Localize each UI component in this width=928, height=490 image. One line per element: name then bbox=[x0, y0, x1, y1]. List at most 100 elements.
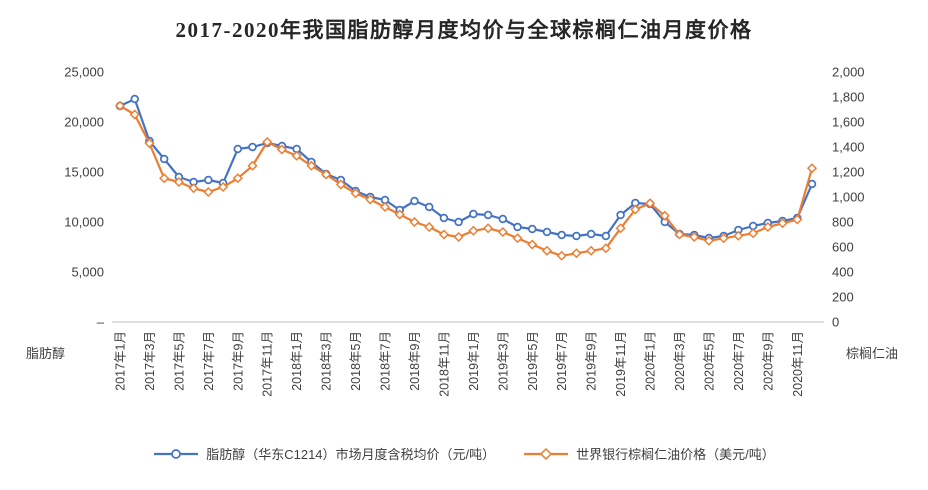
x-tick-label: 2020年11月 bbox=[791, 331, 805, 397]
y-right-tick-label: 2,000 bbox=[832, 65, 865, 80]
data-point-marker bbox=[410, 196, 419, 206]
data-point-marker bbox=[571, 248, 582, 259]
data-point-marker bbox=[512, 233, 523, 244]
line-diamond-marker-icon bbox=[524, 447, 569, 460]
line-circle-marker-icon bbox=[154, 448, 199, 459]
x-tick-label: 2019年9月 bbox=[585, 331, 599, 391]
data-point-marker bbox=[350, 188, 361, 199]
data-point-marker bbox=[203, 186, 214, 198]
y-right-tick-label: 200 bbox=[832, 290, 854, 305]
data-point-marker bbox=[644, 198, 656, 209]
data-point-marker bbox=[321, 169, 332, 180]
data-point-marker bbox=[718, 233, 729, 244]
x-tick-label: 2018年7月 bbox=[379, 331, 393, 391]
data-point-marker bbox=[498, 214, 508, 224]
data-point-marker bbox=[379, 201, 391, 213]
data-point-marker bbox=[528, 224, 537, 234]
left-axis-title: 脂肪醇 bbox=[26, 346, 65, 361]
data-point-marker bbox=[777, 218, 788, 229]
data-point-marker bbox=[129, 109, 140, 120]
data-point-marker bbox=[557, 230, 566, 240]
data-point-marker bbox=[144, 138, 155, 149]
legend-label-fatty-alcohol: 脂肪醇（华东C1214）市场月度含税均价（元/吨） bbox=[206, 447, 496, 462]
data-point-marker bbox=[733, 230, 744, 241]
data-point-marker bbox=[586, 245, 597, 256]
data-point-marker bbox=[689, 231, 700, 243]
data-point-marker bbox=[188, 183, 199, 194]
x-tick-label: 2019年1月 bbox=[467, 331, 481, 391]
x-tick-label: 2017年11月 bbox=[261, 331, 275, 397]
y-left-tick-label: 20,000 bbox=[64, 115, 104, 130]
data-point-marker bbox=[248, 142, 257, 152]
x-tick-label: 2018年11月 bbox=[437, 331, 451, 397]
x-tick-label: 2017年1月 bbox=[114, 331, 128, 391]
x-tick-label: 2020年5月 bbox=[702, 331, 716, 391]
data-point-marker bbox=[483, 210, 493, 220]
data-point-marker bbox=[659, 210, 670, 221]
data-point-marker bbox=[424, 202, 434, 212]
y-right-tick-label: 1,000 bbox=[832, 190, 865, 205]
y-right-tick-label: 400 bbox=[832, 265, 854, 280]
legend-label-palm-kernel-oil: 世界银行棕榈仁油价格（美元/吨） bbox=[576, 447, 775, 462]
chart-title: 2017-2020年我国脂肪醇月度均价与全球棕榈仁油月度价格 bbox=[175, 18, 753, 42]
data-point-marker bbox=[807, 179, 817, 189]
data-point-marker bbox=[497, 226, 508, 238]
x-tick-label: 2018年5月 bbox=[349, 331, 363, 391]
data-point-marker bbox=[394, 209, 405, 220]
data-point-marker bbox=[572, 231, 581, 241]
data-point-marker bbox=[218, 181, 229, 193]
x-tick-label: 2019年5月 bbox=[526, 331, 540, 391]
x-tick-label: 2020年7月 bbox=[732, 331, 746, 391]
data-point-marker bbox=[556, 250, 567, 261]
y-right-tick-label: 600 bbox=[832, 240, 854, 255]
x-tick-label: 2017年5月 bbox=[172, 331, 186, 391]
data-point-marker bbox=[483, 223, 494, 234]
data-point-marker bbox=[469, 209, 478, 219]
y-right-tick-label: 1,200 bbox=[832, 165, 865, 180]
data-point-marker bbox=[600, 243, 611, 254]
data-point-marker bbox=[630, 204, 641, 215]
data-point-marker bbox=[586, 229, 596, 239]
data-point-marker bbox=[601, 231, 611, 241]
data-point-marker bbox=[173, 176, 184, 188]
data-point-marker bbox=[365, 194, 376, 205]
data-point-marker bbox=[703, 235, 714, 246]
data-point-marker bbox=[306, 160, 317, 171]
x-tick-label: 2018年1月 bbox=[290, 331, 304, 391]
x-tick-label: 2018年3月 bbox=[320, 331, 334, 391]
data-point-marker bbox=[615, 223, 626, 234]
series-line-0 bbox=[118, 97, 814, 240]
data-point-marker bbox=[159, 173, 170, 184]
y-left-tick-label: 5,000 bbox=[71, 265, 104, 280]
data-point-marker bbox=[616, 210, 625, 220]
legend-item-palm-kernel-oil: 世界银行棕榈仁油价格（美元/吨） bbox=[523, 444, 775, 463]
data-point-marker bbox=[453, 231, 464, 243]
y-right-tick-label: 800 bbox=[832, 215, 854, 230]
y-right-tick-label: 0 bbox=[832, 315, 839, 330]
x-tick-label: 2019年7月 bbox=[555, 331, 569, 391]
data-point-marker bbox=[806, 163, 818, 174]
y-right-tick-label: 1,400 bbox=[832, 140, 865, 155]
data-point-marker bbox=[748, 228, 759, 239]
x-tick-label: 2017年9月 bbox=[231, 331, 245, 391]
data-point-marker bbox=[262, 136, 273, 148]
data-point-marker bbox=[233, 144, 243, 154]
data-point-marker bbox=[114, 100, 126, 111]
x-tick-label: 2019年11月 bbox=[614, 331, 628, 397]
data-point-marker bbox=[762, 221, 773, 233]
x-tick-label: 2020年1月 bbox=[644, 331, 658, 391]
y-left-tick-label: 25,000 bbox=[64, 65, 104, 80]
data-point-marker bbox=[232, 173, 243, 184]
legend-item-fatty-alcohol: 脂肪醇（华东C1214）市场月度含税均价（元/吨） bbox=[153, 444, 495, 463]
y-left-tick-label: – bbox=[97, 315, 105, 330]
x-tick-label: 2017年3月 bbox=[143, 331, 157, 391]
x-tick-label: 2020年9月 bbox=[761, 331, 775, 391]
data-point-marker bbox=[335, 179, 346, 190]
x-tick-label: 2017年7月 bbox=[202, 331, 216, 391]
data-point-marker bbox=[291, 150, 302, 161]
data-point-marker bbox=[130, 94, 139, 104]
data-point-marker bbox=[527, 239, 538, 250]
data-point-marker bbox=[409, 216, 420, 228]
